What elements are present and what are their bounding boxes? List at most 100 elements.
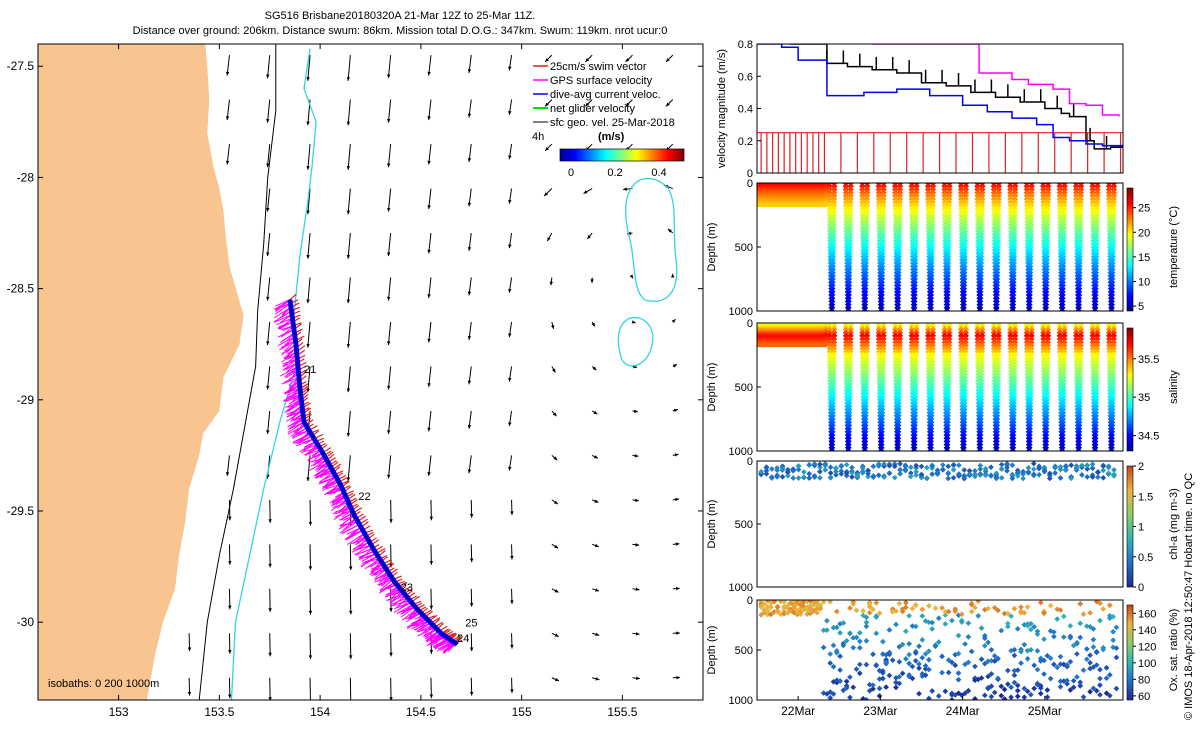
gps-vector xyxy=(302,443,318,451)
sfc-vector-head xyxy=(308,566,313,571)
sfc-vector-head xyxy=(346,166,351,170)
sfc-vector xyxy=(387,232,392,257)
colorbar-label: temperature (°C) xyxy=(1168,206,1180,288)
section-ytick-0: 0 xyxy=(747,178,753,190)
gps-vector xyxy=(346,526,362,535)
section-dot xyxy=(1009,307,1017,311)
sfc-vector-head xyxy=(635,498,639,502)
gps-vector xyxy=(287,424,306,435)
sfc-vector xyxy=(347,55,351,81)
gps-vector xyxy=(286,410,303,422)
sfc-vector-head xyxy=(675,542,680,546)
section-dot xyxy=(1025,307,1033,311)
gps-vector xyxy=(354,544,372,556)
sfc-vector-head xyxy=(266,430,270,434)
sfc-vector-head xyxy=(387,118,391,123)
sfc-vector xyxy=(387,455,392,479)
gps-vector xyxy=(331,496,347,506)
sfc-vector-head xyxy=(228,605,232,610)
sfc-vector-head xyxy=(266,385,270,390)
sfc-vector-head xyxy=(346,254,351,259)
sfc-vector-head xyxy=(467,158,472,162)
gps-vector xyxy=(282,358,298,371)
sfc-vector-head xyxy=(508,288,512,293)
section-ytick-1000: 1000 xyxy=(729,306,753,318)
gps-vector xyxy=(282,358,298,365)
sfc-vector-head xyxy=(469,558,474,563)
sfc-vector-head xyxy=(266,252,270,257)
gps-vector xyxy=(369,568,387,575)
section-dot xyxy=(861,307,868,311)
map-xtick-155: 155 xyxy=(512,705,532,719)
gps-vector xyxy=(285,399,302,408)
sfc-vector-head xyxy=(675,586,680,591)
sfc-vector-head xyxy=(387,430,391,434)
swim-vector xyxy=(289,293,297,301)
day-marker-23: 23 xyxy=(401,582,413,594)
sfc-vector-head xyxy=(427,160,431,165)
map-frame xyxy=(37,43,704,701)
sfc-vector-head xyxy=(593,455,598,459)
sfc-vector-head xyxy=(467,202,472,207)
gps-vector xyxy=(374,576,392,583)
sfc-vector-head xyxy=(671,319,676,324)
sfc-vector-head xyxy=(427,116,431,121)
sfc-vector-head xyxy=(510,689,514,693)
sfc-vector-head xyxy=(225,160,230,165)
sfc-vector-head xyxy=(508,466,512,471)
sfc-vector xyxy=(387,366,392,390)
gps-vector xyxy=(275,303,291,315)
section-plot-area xyxy=(757,323,1118,451)
sfc-vector-head xyxy=(429,694,434,699)
land-area xyxy=(38,44,244,700)
gps-vector xyxy=(406,616,426,630)
sfc-vector-head xyxy=(469,691,474,696)
vel-ylabel: velocity magnitude (m/s) xyxy=(716,49,728,168)
gps-vector xyxy=(277,328,295,338)
legend-scale-label: (m/s) xyxy=(598,131,625,143)
gps-vector xyxy=(386,592,405,601)
sfc-vector-head xyxy=(427,472,431,476)
gps-velocity-vectors xyxy=(273,299,461,654)
gps-vector xyxy=(341,523,360,534)
sfc-vector-head xyxy=(510,511,514,516)
section-dot xyxy=(877,447,885,451)
sfc-vector-head xyxy=(631,320,636,324)
sfc-vector-head xyxy=(553,500,558,505)
sfc-vector-head xyxy=(389,519,393,523)
gps-vector xyxy=(339,520,359,534)
velocity-colorbar xyxy=(559,148,685,162)
sfc-vector-head xyxy=(510,555,514,560)
section-dot xyxy=(943,447,951,451)
sfc-vector-head xyxy=(508,199,512,204)
map-legend: 25cm/s swim vector GPS surface velocity … xyxy=(532,61,685,179)
gps-vector xyxy=(378,576,392,587)
section-dot xyxy=(927,307,934,311)
day-marker-21: 21 xyxy=(304,364,316,376)
sfc-vector-head xyxy=(429,516,434,521)
sfc-vector-head xyxy=(545,58,549,62)
section-dot xyxy=(943,307,951,311)
sfc-vector-head xyxy=(508,155,512,160)
sfc-vector-head xyxy=(671,273,675,278)
sfc-vector-head xyxy=(590,279,594,283)
gps-vector xyxy=(284,402,302,413)
gps-vector xyxy=(428,636,447,645)
sfc-vector-head xyxy=(306,477,310,482)
gps-vector xyxy=(277,321,294,329)
sfc-vector xyxy=(307,232,311,259)
sfc-vector-head xyxy=(545,147,549,151)
gps-vector xyxy=(332,504,350,515)
sfc-vector-head xyxy=(625,102,630,107)
sfc-vector-head xyxy=(551,325,555,329)
section-dot xyxy=(976,307,984,311)
gps-vector xyxy=(282,373,299,384)
sfc-vector-head xyxy=(595,588,600,592)
sfc-vector-head xyxy=(634,409,638,413)
colorbar-tick-5: 5 xyxy=(1138,301,1144,313)
sfc-vector-head xyxy=(554,677,559,682)
sfc-vector-head xyxy=(387,74,391,79)
